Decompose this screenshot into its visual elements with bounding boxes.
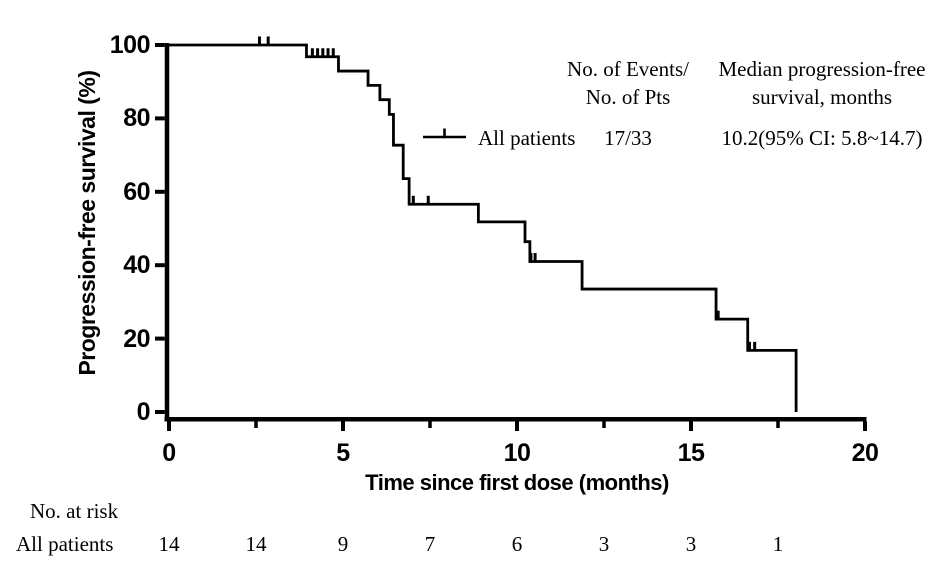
risk-count: 14: [245, 532, 267, 556]
y-tick-label: 40: [123, 251, 150, 280]
x-tick-label: 5: [336, 439, 350, 467]
y-tick-label: 60: [123, 177, 150, 206]
risk-count: 7: [424, 532, 436, 556]
legend-median-header-line1: Median progression-free: [718, 57, 926, 81]
y-tick-label: 100: [109, 31, 151, 59]
legend-events-value: 17/33: [604, 126, 652, 150]
y-tick-label: 20: [123, 324, 150, 353]
x-tick-label: 15: [677, 439, 705, 467]
risk-table-title: No. at risk: [30, 499, 119, 523]
x-tick-label: 20: [851, 439, 879, 467]
y-tick-label: 80: [123, 104, 150, 133]
y-axis-title: Progression-free survival (%): [74, 70, 100, 376]
legend-series-label: All patients: [478, 126, 576, 150]
y-tick-label: 0: [136, 398, 151, 426]
x-tick-label: 10: [503, 439, 531, 467]
risk-count: 14: [158, 532, 180, 556]
risk-count: 9: [337, 532, 349, 556]
risk-table-row-label: All patients: [16, 532, 114, 556]
legend-median-header-line2: survival, months: [752, 85, 892, 109]
x-tick-label: 0: [162, 439, 176, 467]
legend-median-value: 10.2(95% CI: 5.8~14.7): [721, 126, 923, 150]
x-axis-title: Time since first dose (months): [365, 470, 669, 495]
risk-count: 6: [511, 532, 523, 556]
legend-events-header-line2: No. of Pts: [585, 85, 671, 109]
risk-count: 1: [772, 532, 784, 556]
risk-count: 3: [685, 532, 697, 556]
risk-count: 3: [598, 532, 610, 556]
legend-events-header-line1: No. of Events/: [567, 57, 689, 81]
survival-curve-all-patients: [166, 43, 798, 412]
